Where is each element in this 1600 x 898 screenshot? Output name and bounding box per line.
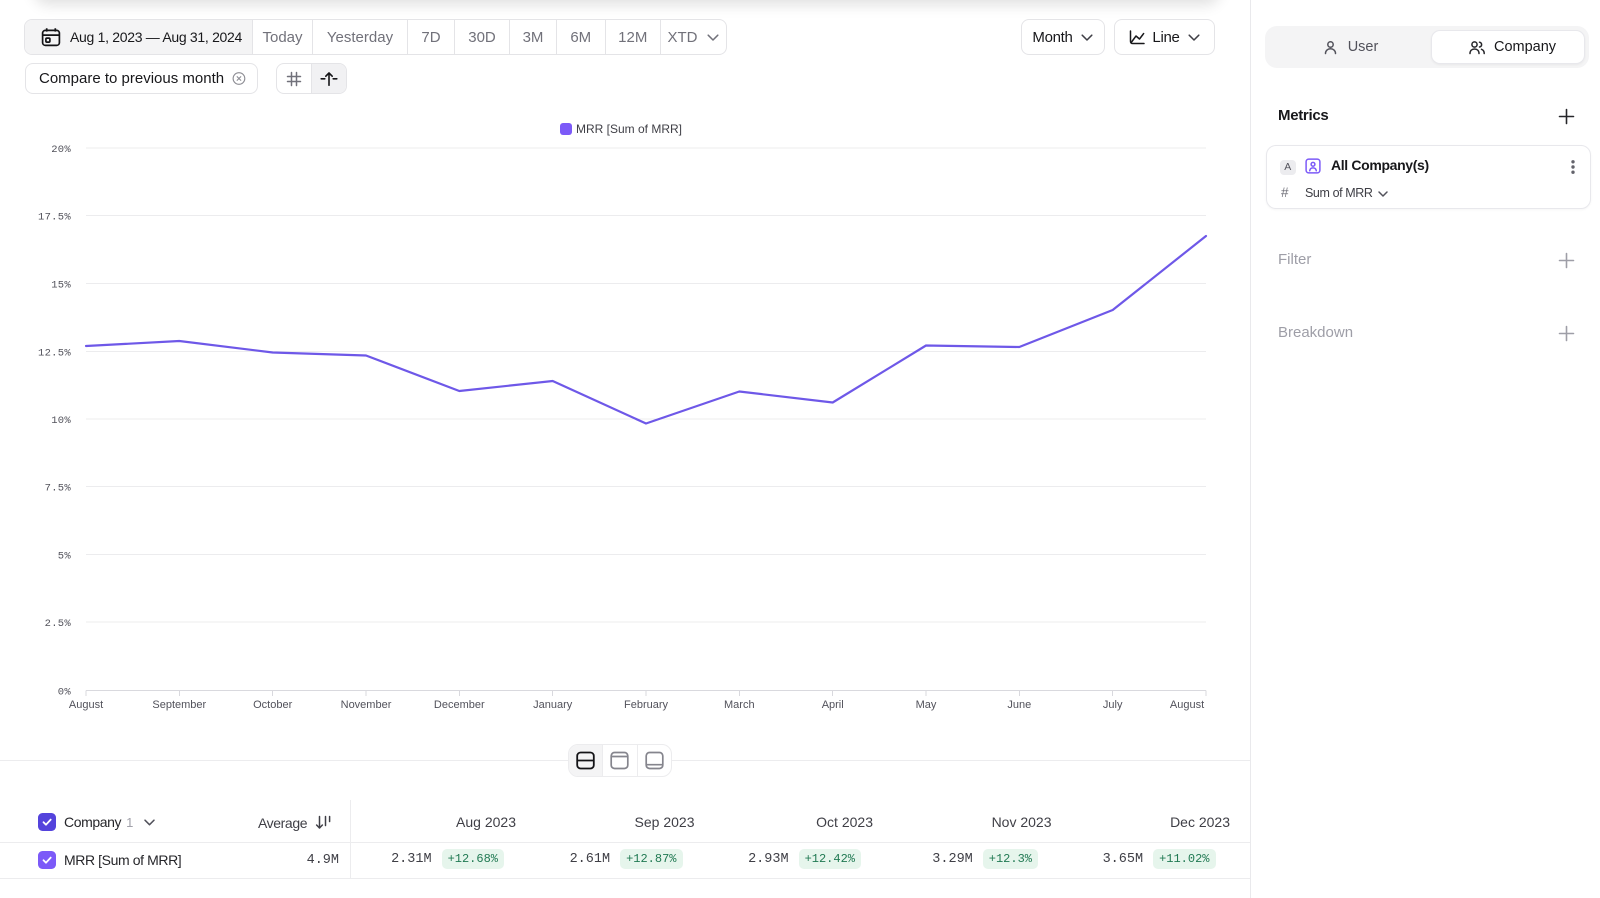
svg-text:August: August	[1170, 699, 1204, 711]
svg-text:February: February	[624, 699, 669, 711]
svg-text:November: November	[341, 699, 392, 711]
svg-text:June: June	[1007, 699, 1031, 711]
svg-text:October: October	[253, 699, 292, 711]
svg-text:July: July	[1103, 699, 1123, 711]
svg-text:May: May	[916, 699, 937, 711]
svg-text:5%: 5%	[58, 551, 72, 563]
svg-text:August: August	[69, 699, 103, 711]
svg-text:January: January	[533, 699, 573, 711]
svg-text:15%: 15%	[51, 280, 71, 292]
svg-text:2.5%: 2.5%	[45, 618, 72, 630]
svg-text:10%: 10%	[51, 415, 71, 427]
svg-text:7.5%: 7.5%	[45, 483, 72, 495]
svg-text:20%: 20%	[51, 144, 71, 156]
svg-text:September: September	[152, 699, 206, 711]
svg-text:April: April	[822, 699, 844, 711]
svg-text:17.5%: 17.5%	[38, 212, 71, 224]
svg-text:0%: 0%	[58, 687, 72, 699]
svg-text:12.5%: 12.5%	[38, 348, 71, 360]
svg-text:March: March	[724, 699, 755, 711]
svg-text:December: December	[434, 699, 485, 711]
